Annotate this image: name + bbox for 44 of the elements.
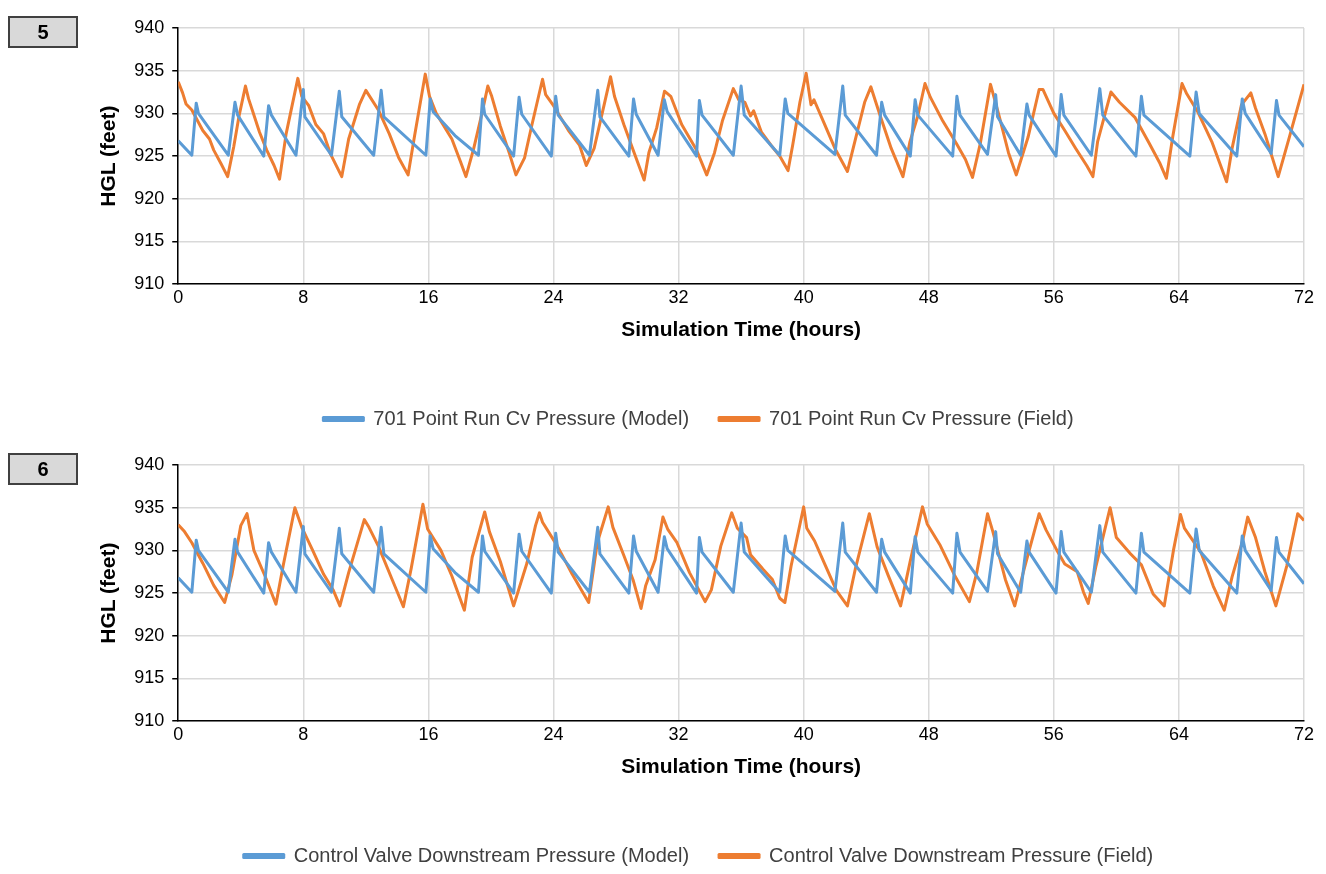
chart-title: 6 [8,453,78,485]
y-tick-label: 935 [134,59,165,80]
y-tick-label: 920 [134,624,165,645]
legend-label: 701 Point Run Cv Pressure (Model) [373,406,690,429]
y-tick-label: 920 [134,187,165,208]
x-tick-label: 56 [1043,286,1064,307]
y-tick-label: 930 [134,102,165,123]
x-tick-label: 32 [668,723,689,744]
x-tick-label: 72 [1293,723,1315,744]
y-tick-label: 925 [134,145,165,166]
x-tick-label: 40 [793,723,814,744]
x-axis-title: Simulation Time (hours) [621,317,862,341]
x-tick-label: 56 [1043,723,1064,744]
y-tick-label: 930 [134,539,165,560]
y-tick-label: 925 [134,582,165,603]
x-tick-label: 24 [543,286,564,307]
x-axis-title: Simulation Time (hours) [621,754,862,778]
y-tick-label: 940 [134,453,165,474]
y-tick-label: 915 [134,667,165,688]
x-tick-label: 8 [298,286,309,307]
x-tick-label: 16 [418,723,439,744]
legend-label: 701 Point Run Cv Pressure (Field) [769,406,1074,429]
x-tick-label: 24 [543,723,564,744]
legend-label: Control Valve Downstream Pressure (Model) [293,843,690,866]
chart-title: 5 [8,16,78,48]
y-tick-label: 910 [134,710,165,731]
y-axis-title: HGL (feet) [96,105,120,207]
y-tick-label: 935 [134,496,165,517]
y-tick-label: 915 [134,230,165,251]
y-tick-label: 910 [134,273,165,294]
legend-label: Control Valve Downstream Pressure (Field) [769,843,1154,866]
x-tick-label: 32 [668,286,689,307]
x-tick-label: 48 [918,723,939,744]
x-tick-label: 64 [1168,286,1189,307]
y-tick-label: 940 [134,16,165,37]
x-tick-label: 64 [1168,723,1189,744]
x-tick-label: 48 [918,286,939,307]
y-axis-title: HGL (feet) [96,542,120,644]
x-tick-label: 16 [418,286,439,307]
x-tick-label: 40 [793,286,814,307]
x-tick-label: 0 [173,286,184,307]
x-tick-label: 72 [1293,286,1315,307]
x-tick-label: 8 [298,723,309,744]
x-tick-label: 0 [173,723,184,744]
